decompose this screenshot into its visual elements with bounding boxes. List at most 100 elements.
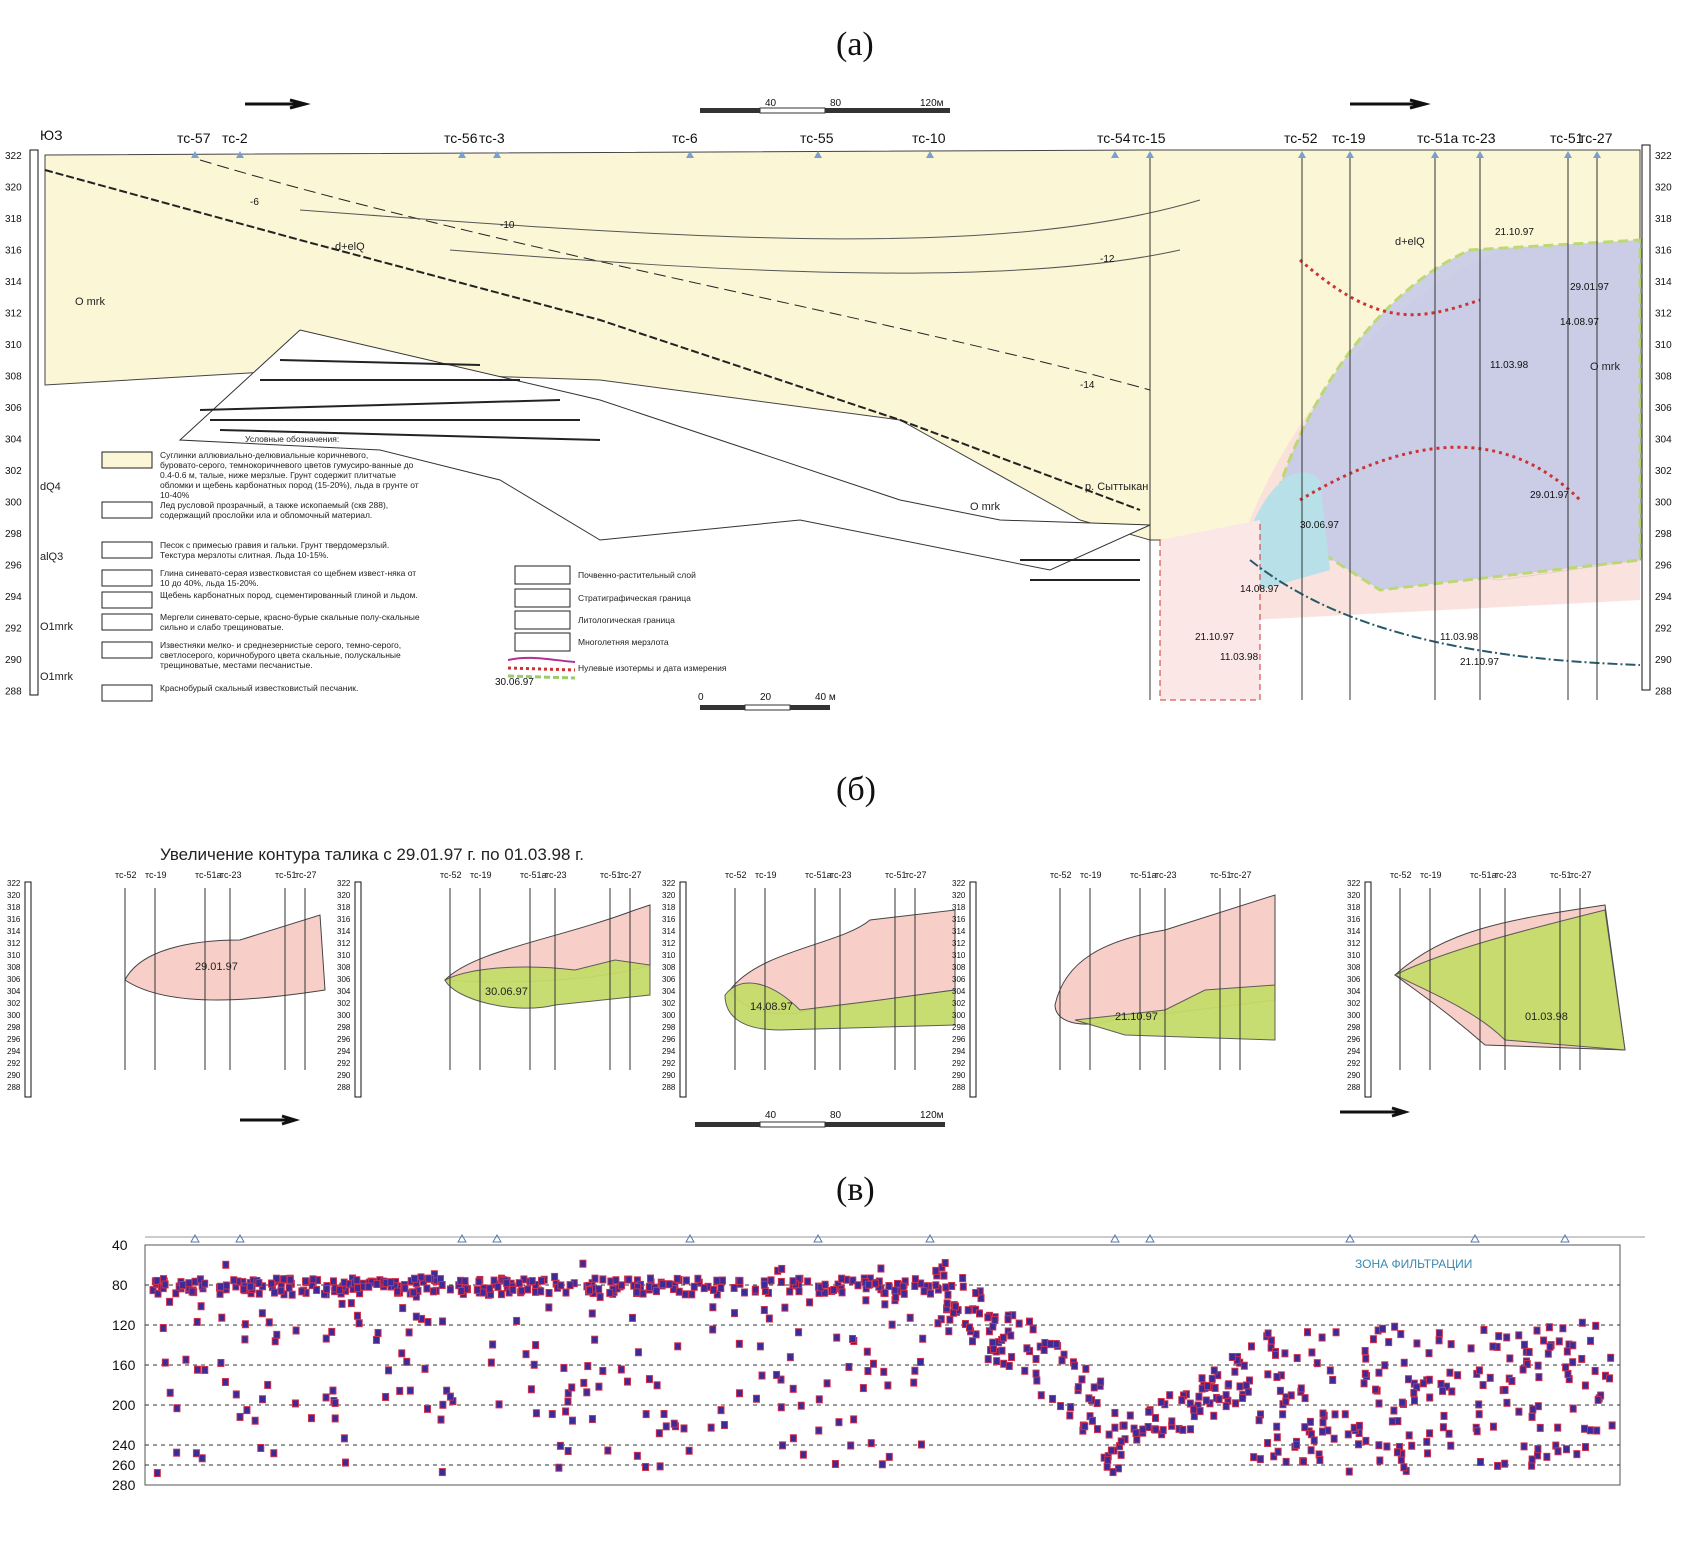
station-label: тс-19 [1420,870,1442,880]
scatter-point [717,1284,725,1293]
elevation-tick: 322 [337,879,351,888]
scatter-point [429,1287,437,1296]
scatter-point [789,1434,797,1443]
station-label: тс-54 [1097,130,1131,146]
date-label: 21.10.97 [1115,1011,1158,1023]
elevation-tick: 320 [7,891,21,900]
scatter-point [1383,1442,1391,1451]
unit-label: d+elQ [335,241,365,253]
isotherm [199,159,1151,391]
scatter-point [1528,1412,1536,1421]
scatter-point [393,1287,401,1296]
scatter-point [527,1385,535,1394]
scatter-point [984,1355,992,1364]
legend-item-text: Известняки мелко- и среднезернистые серо… [160,640,403,670]
elevation-tick: 288 [337,1083,351,1092]
elevation-tick-right: 312 [1655,309,1672,320]
borehole-column [1159,520,1261,701]
station-marker-icon [1145,1233,1155,1243]
elevation-tick: 288 [662,1083,676,1092]
station-label: тс-52 [440,870,462,880]
scatter-point [373,1280,381,1289]
elevation-tick-right: 292 [1655,624,1672,635]
scatter-point [1564,1369,1572,1378]
scatter-point [385,1366,393,1375]
elevation-scale [1364,881,1372,1098]
scatter-point [735,1339,743,1348]
scatter-point [1592,1321,1600,1330]
date-label: 29.01.97 [1530,490,1569,501]
scatter-point [1569,1404,1577,1413]
scatter-point [1354,1440,1362,1449]
scatter-point [1362,1436,1370,1445]
scatter-point [1445,1429,1453,1438]
scatter-point [1222,1391,1230,1400]
scatter-point [1361,1369,1369,1378]
scatter-point [815,1426,823,1435]
scatter-point [446,1392,454,1401]
y-tick: 240 [112,1437,136,1453]
scatter-point [1515,1331,1523,1340]
scatter-point [461,1277,469,1286]
scatter-point [736,1276,744,1285]
scatter-point [591,1335,599,1344]
scatter-point [1545,1323,1553,1332]
scatter-point [1202,1396,1210,1405]
scatter-point [880,1367,888,1376]
scatter-point [166,1297,174,1306]
scatter-point [645,1375,653,1384]
legend-line: Известняки мелко- и среднезернистые серо… [160,640,403,650]
station-marker-icon [926,151,934,158]
elevation-tick-left: 302 [5,466,22,477]
scatter-point [192,1449,200,1458]
unit-label: O mrk [1590,361,1620,373]
station-label: тс-19 [145,870,167,880]
scatter-point [1198,1374,1206,1383]
scatter-point [182,1355,190,1364]
station-label: тс-55 [800,130,834,146]
scatter-point [1004,1315,1012,1324]
scatter-point [690,1282,698,1291]
scatter-point [989,1322,997,1331]
elevation-tick-left: 306 [5,403,22,414]
legend-swatch [101,501,153,519]
scatter-point [336,1285,344,1294]
elevation-tick: 314 [662,927,676,936]
scatter-point [623,1377,631,1386]
scatter-point [835,1418,843,1427]
elevation-scale-left [29,149,39,696]
elevation-tick: 298 [7,1023,21,1032]
scatter-point [387,1278,395,1287]
scatter-point [1607,1353,1615,1362]
elevation-tick: 298 [662,1023,676,1032]
scatter-point [161,1280,169,1289]
scatter-point [1319,1427,1327,1436]
scatter-point [1306,1417,1314,1426]
elevation-tick: 302 [662,999,676,1008]
scatter-point [1318,1333,1326,1342]
legend-item-text: Лед русловой прозрачный, а также ископае… [160,500,391,520]
legend-age-label: O1mrk [40,621,74,633]
scatter-point [1581,1424,1589,1433]
scatter-point [867,1439,875,1448]
scatter-point [731,1309,739,1318]
scatter-point [439,1400,447,1409]
elevation-tick-left: 292 [5,624,22,635]
scatter-point [1204,1382,1212,1391]
scatter-point [197,1302,205,1311]
elevation-tick: 294 [337,1047,351,1056]
scatter-point [153,1469,161,1478]
scatter-point [1424,1449,1432,1458]
legend-line: 10 до 40%, льда 15-20%. [160,578,259,588]
station-label: тс-23 [830,870,852,880]
scatter-point [353,1311,361,1320]
date-label: 11.03.98 [1220,652,1259,663]
scatter-point [1540,1336,1548,1345]
scatter-point [302,1277,310,1286]
scatter-point [457,1287,465,1296]
scatter-point [932,1266,940,1275]
scatter-point [548,1410,556,1419]
scatter-point [1508,1377,1516,1386]
scatter-point [1111,1408,1119,1417]
elevation-tick: 306 [662,975,676,984]
